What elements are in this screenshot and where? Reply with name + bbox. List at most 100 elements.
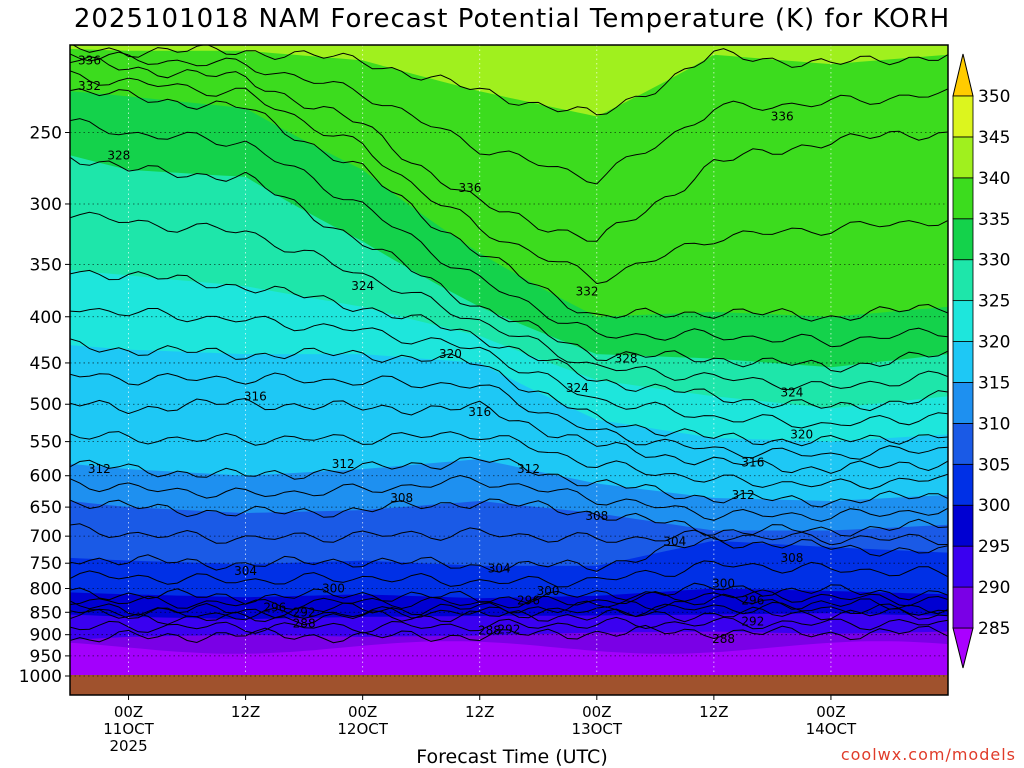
- contour-label: 292: [498, 622, 521, 636]
- contour-label: 288: [293, 617, 316, 631]
- isentrope-contours: [70, 45, 948, 644]
- colorbar-box: [952, 259, 974, 302]
- colorbar-label: 295: [978, 537, 1010, 557]
- colorbar-label: 330: [978, 251, 1010, 271]
- y-tick-label: 300: [30, 195, 62, 215]
- contour-label: 308: [390, 491, 413, 505]
- contour-label: 320: [439, 347, 462, 361]
- colorbar-box: [952, 341, 974, 383]
- contour-label: 336: [771, 109, 794, 123]
- plot-frame: [69, 44, 949, 696]
- contour-mid-314: [70, 431, 948, 490]
- x-tick-label: 11OCT: [103, 720, 154, 738]
- contour-label: 304: [234, 564, 257, 578]
- contour-328: [70, 156, 948, 373]
- contour-mid-302: [70, 560, 948, 588]
- y-axis: 250 300 350 400 450 500 550 600 650 700 750 800 850 9…: [19, 123, 70, 687]
- contour-label: 292: [293, 605, 316, 619]
- y-tick-label: 750: [30, 554, 62, 574]
- contour-324: [70, 269, 948, 412]
- colorbar-box: [952, 177, 974, 220]
- x-tick-label: 00Z: [816, 703, 845, 721]
- x-tick-label: 13OCT: [572, 720, 623, 738]
- y-tick-label: 950: [30, 647, 62, 667]
- y-tick-label: 250: [30, 123, 62, 143]
- contour-mid-326: [70, 211, 948, 391]
- colorbar-label: 300: [978, 496, 1010, 516]
- contour-mid-298: [70, 589, 948, 611]
- contour-mid-318: [70, 372, 948, 460]
- colorbar-label: 335: [978, 210, 1010, 230]
- contour-label: 296: [741, 594, 764, 608]
- contour-label: 312: [88, 462, 111, 476]
- ground-surface: [70, 675, 948, 695]
- y-tick-label: 450: [30, 354, 62, 374]
- colorbar-label: 310: [978, 414, 1010, 434]
- colorbar-label: 285: [978, 619, 1010, 639]
- contour-label: 332: [78, 79, 101, 93]
- x-tick-label: 00Z: [582, 703, 611, 721]
- colorbar-label: 340: [978, 169, 1010, 189]
- contour-mid-334: [70, 70, 948, 285]
- contour-label: 312: [332, 457, 355, 471]
- colorbar-label: 315: [978, 373, 1010, 393]
- contour-mid-290: [70, 616, 948, 634]
- contour-label: 288: [712, 632, 735, 646]
- contour-label: 308: [780, 551, 803, 565]
- x-tick-label: 00Z: [114, 703, 143, 721]
- contour-336: [70, 56, 948, 242]
- contour-label: 312: [732, 488, 755, 502]
- y-tick-label: 1000: [19, 667, 62, 687]
- contour-label: 316: [741, 455, 764, 469]
- contour-label: 332: [576, 284, 599, 298]
- contour-300: [70, 582, 948, 605]
- y-tick-label: 350: [30, 255, 62, 275]
- contour-mid-338: [70, 51, 948, 185]
- colorbar-box: [952, 136, 974, 179]
- x-tick-label: 00Z: [348, 703, 377, 721]
- contour-label: 324: [351, 279, 374, 293]
- x-tick-label: 12Z: [699, 703, 728, 721]
- colorbar-label: 345: [978, 128, 1010, 148]
- colorbar-box: [952, 300, 974, 342]
- contour-340: [72, 45, 948, 116]
- contour-label: 324: [780, 385, 803, 399]
- contour-label: 328: [107, 148, 130, 162]
- colorbar-label: 325: [978, 292, 1010, 312]
- chart-title: 2025101018 NAM Forecast Potential Temper…: [73, 4, 951, 34]
- colorbar-box: [952, 504, 974, 547]
- contour-label: 324: [566, 381, 589, 395]
- colorbar-box: [952, 422, 974, 465]
- contour-332: [70, 88, 948, 322]
- x-axis-title: Forecast Time (UTC): [416, 746, 608, 768]
- contour-label: 304: [663, 535, 686, 549]
- colorbar-underflow: [952, 627, 974, 669]
- colorbar-label: 290: [978, 578, 1010, 598]
- contour-label: 336: [78, 53, 101, 67]
- contour-label: 288: [478, 623, 501, 637]
- contour-label: 300: [322, 582, 345, 596]
- x-tick-label: 14OCT: [806, 720, 857, 738]
- colorbar-box: [952, 586, 974, 629]
- y-tick-label: 700: [30, 527, 62, 547]
- colorbar-box: [952, 463, 974, 506]
- colorbar-label: 305: [978, 455, 1010, 475]
- colorbar-box: [952, 95, 974, 138]
- y-tick-label: 800: [30, 580, 62, 600]
- y-tick-label: 900: [30, 626, 62, 646]
- contour-label: 304: [488, 561, 511, 575]
- contour-label: 316: [468, 405, 491, 419]
- contour-320: [70, 338, 948, 447]
- contour-label: 300: [537, 584, 560, 598]
- contour-mid-294: [70, 601, 948, 621]
- colorbar-box: [952, 218, 974, 261]
- y-tick-label: 400: [30, 308, 62, 328]
- contour-label: 328: [615, 352, 638, 366]
- contour-mid-330: [70, 118, 948, 348]
- colorbar-box: [952, 545, 974, 588]
- x-tick-label: 12Z: [465, 703, 494, 721]
- y-tick-label: 550: [30, 433, 62, 453]
- y-tick-label: 650: [30, 498, 62, 518]
- contour-label: 296: [263, 601, 286, 615]
